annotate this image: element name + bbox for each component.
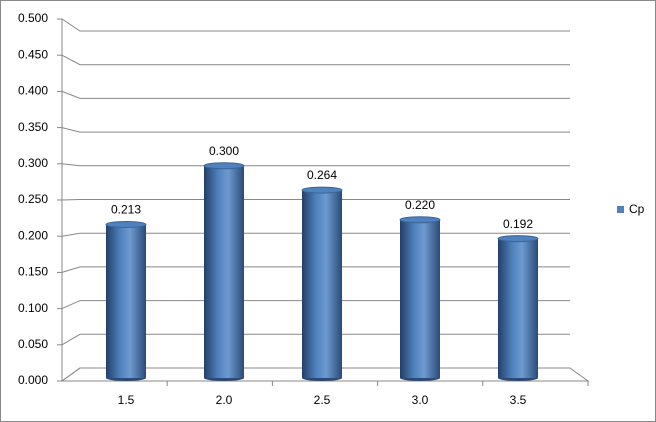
value-label: 0.213	[111, 203, 141, 217]
bar-top	[203, 162, 245, 170]
bar-top	[497, 235, 539, 243]
bar-top	[399, 216, 441, 224]
value-label: 0.220	[405, 198, 435, 212]
bar	[106, 224, 146, 378]
y-tick-label: 0.000	[18, 373, 48, 387]
grid-line	[61, 18, 570, 32]
value-label: 0.192	[503, 217, 533, 231]
y-tick-label: 0.350	[18, 120, 48, 134]
y-tick-label: 0.400	[18, 84, 48, 98]
x-tick-label: 3.5	[510, 393, 527, 407]
value-label: 0.300	[209, 144, 239, 158]
grid-line	[61, 163, 570, 167]
value-label: 0.264	[307, 168, 337, 182]
x-tick-label: 3.0	[412, 393, 429, 407]
bar	[498, 238, 538, 378]
y-tick-label: 0.050	[18, 337, 48, 351]
grid-line	[61, 90, 570, 99]
bar-top	[301, 186, 343, 194]
y-tick-label: 0.200	[18, 228, 48, 242]
y-tick-label: 0.500	[18, 11, 48, 25]
bar	[400, 219, 440, 378]
y-tick-label: 0.250	[18, 192, 48, 206]
legend-label: Cp	[629, 202, 645, 216]
grid-line	[61, 199, 570, 201]
y-tick-label: 0.150	[18, 265, 48, 279]
grid-line	[61, 54, 570, 66]
x-tick-label: 1.5	[118, 393, 135, 407]
bar-top	[105, 220, 147, 228]
legend-swatch	[617, 206, 624, 213]
y-tick-label: 0.450	[18, 47, 48, 61]
x-tick-label: 2.0	[216, 393, 233, 407]
y-tick-label: 0.300	[18, 156, 48, 170]
x-tick-label: 2.5	[314, 393, 331, 407]
y-tick-label: 0.100	[18, 301, 48, 315]
bar	[204, 165, 244, 378]
bar	[302, 190, 342, 378]
grid-line	[61, 127, 570, 133]
